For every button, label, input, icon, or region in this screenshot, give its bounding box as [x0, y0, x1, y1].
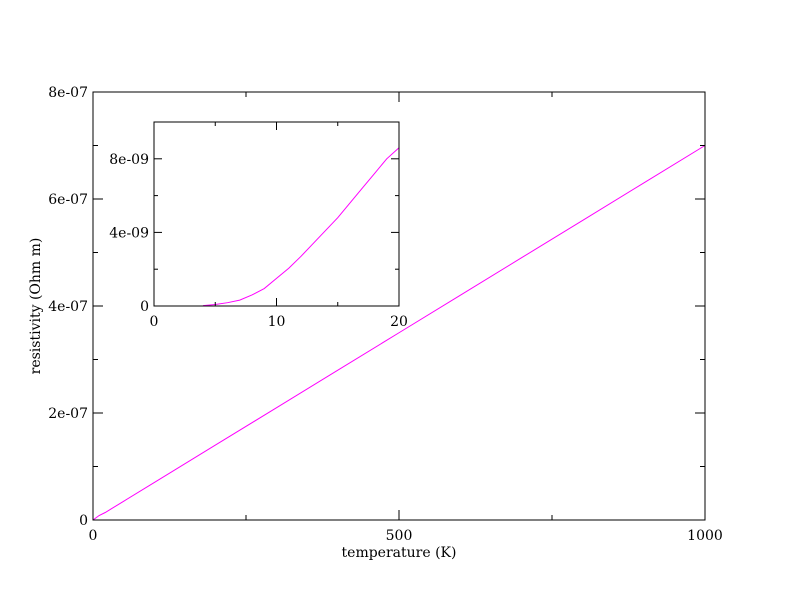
main-y-tick-label: 0 — [79, 513, 88, 529]
main-x-tick-label: 500 — [386, 528, 413, 544]
main-series-line-0 — [92, 145, 706, 521]
main-x-tick-label: 0 — [89, 528, 98, 544]
inset-plot-background — [154, 122, 399, 306]
inset-x-tick-label: 10 — [268, 314, 286, 330]
inset-plot: 0 10 20 0 4e-09 8e-09 — [109, 121, 408, 330]
main-y-tick-label: 6e-07 — [48, 192, 88, 208]
inset-series-line-0 — [202, 147, 400, 307]
main-y-tick-label: 4e-07 — [48, 299, 88, 315]
inset-x-tick-label: 0 — [150, 314, 159, 330]
main-y-tick-label: 8e-07 — [48, 85, 88, 101]
main-y-axis-label: resistivity (Ohm m) — [28, 238, 44, 375]
inset-y-tick-label: 0 — [140, 299, 149, 315]
main-x-tick-label: 1000 — [687, 528, 723, 544]
inset-plot-series — [202, 147, 400, 307]
inset-y-tick-label: 4e-09 — [109, 225, 149, 241]
inset-x-tick-label: 20 — [390, 314, 408, 330]
inset-y-tick-label: 8e-09 — [109, 152, 149, 168]
inset-y-ticks: 0 4e-09 8e-09 — [109, 121, 399, 315]
main-plot-series — [92, 145, 706, 521]
main-y-ticks: 0 2e-07 4e-07 6e-07 8e-07 — [48, 85, 705, 529]
inset-x-ticks: 0 10 20 — [150, 122, 408, 330]
main-x-axis-label: temperature (K) — [342, 545, 457, 561]
main-y-tick-label: 2e-07 — [48, 406, 88, 422]
main-x-ticks: 0 500 1000 — [89, 92, 723, 544]
